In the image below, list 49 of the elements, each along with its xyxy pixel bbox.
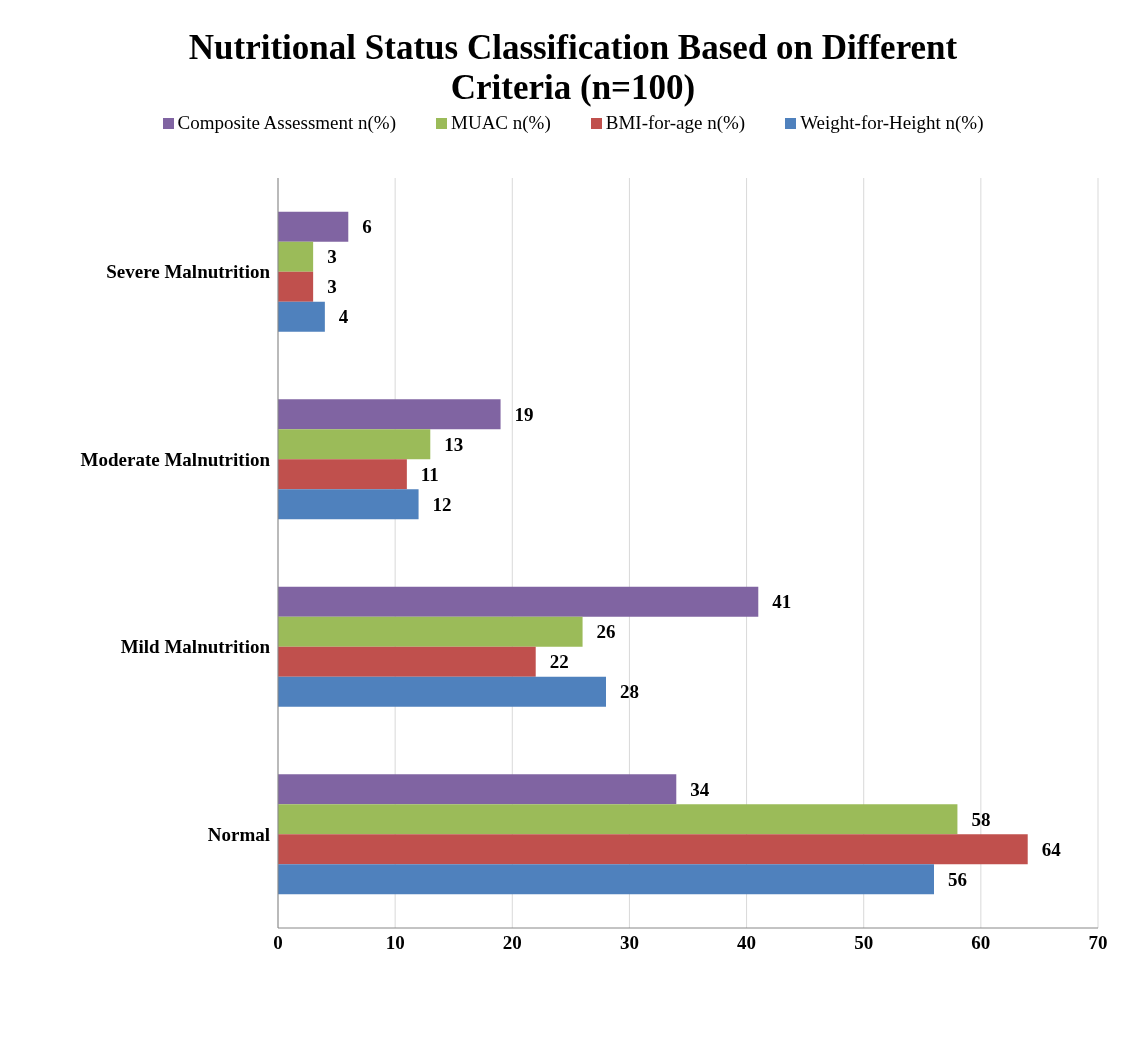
x-tick-label: 40 [737, 932, 757, 954]
legend-label: MUAC n(%) [450, 112, 551, 134]
bar [278, 301, 325, 332]
legend-label: Weight-for-Height n(%) [799, 112, 984, 134]
data-label: 4 [338, 306, 349, 328]
bar [278, 459, 407, 490]
bar [278, 864, 934, 895]
bar [278, 676, 606, 707]
data-label: 58 [971, 808, 991, 830]
data-label: 56 [948, 868, 967, 890]
y-tick-label: Severe Malnutrition [106, 261, 271, 283]
data-label: 19 [514, 403, 534, 425]
data-label: 28 [620, 681, 639, 703]
data-label: 34 [690, 778, 710, 800]
data-label: 26 [596, 621, 616, 643]
bar [278, 586, 759, 617]
bar [278, 271, 314, 302]
bar [278, 804, 958, 835]
legend-label: BMI-for-age n(%) [604, 112, 746, 134]
data-label: 11 [420, 463, 439, 485]
y-tick-label: Normal [207, 823, 270, 845]
bar [278, 646, 536, 677]
bar [278, 211, 349, 242]
x-tick-label: 0 [273, 932, 283, 954]
chart-title: Nutritional Status Classification Based on Different Criteria (n=100) [187, 27, 959, 108]
bar [278, 399, 501, 430]
x-tick-label: 20 [502, 932, 522, 954]
data-label: 22 [549, 651, 569, 673]
y-tick-label: Mild Malnutrition [120, 636, 271, 658]
x-tick-label: 50 [854, 932, 874, 954]
data-label: 12 [432, 493, 452, 515]
bar [278, 489, 419, 520]
data-label: 13 [444, 433, 464, 455]
data-label: 41 [772, 591, 792, 613]
bar [278, 616, 583, 647]
bar [278, 429, 431, 460]
data-label: 3 [327, 276, 337, 298]
data-label: 6 [362, 216, 372, 238]
legend-label: Composite Assessment n(%) [176, 112, 397, 134]
bar [278, 241, 314, 272]
bar [278, 834, 1028, 865]
x-tick-label: 60 [971, 932, 991, 954]
data-label: 3 [327, 246, 337, 268]
bar [278, 774, 677, 805]
y-tick-label: Moderate Malnutrition [80, 448, 271, 470]
x-tick-label: 10 [385, 932, 405, 954]
x-tick-label: 70 [1088, 932, 1108, 954]
x-tick-label: 30 [619, 932, 639, 954]
data-label: 64 [1041, 838, 1062, 860]
